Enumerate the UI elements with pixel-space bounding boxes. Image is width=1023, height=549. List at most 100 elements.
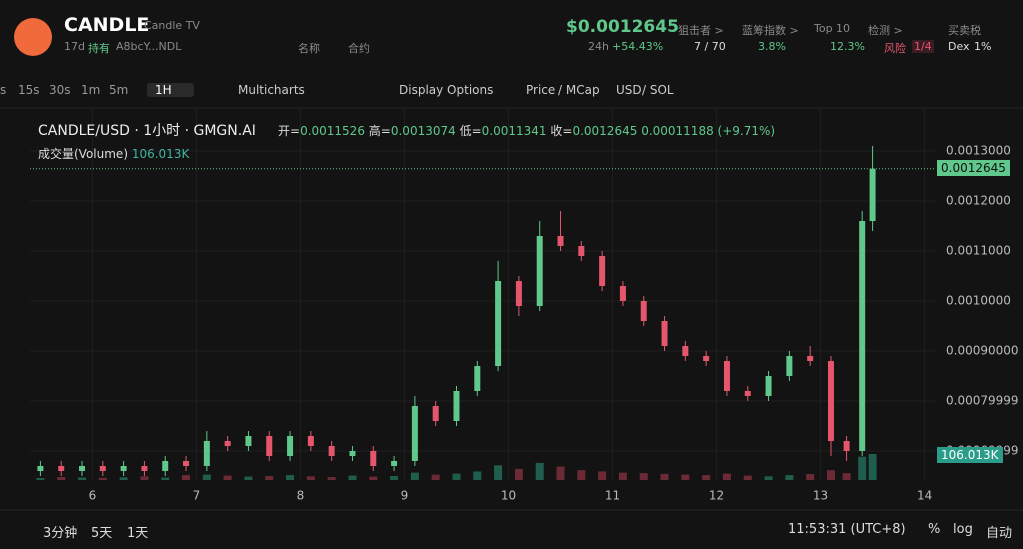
candle-body — [827, 361, 834, 441]
stat-value: 12.3% — [830, 40, 865, 53]
low: 0.0011341 — [481, 124, 547, 138]
volume-bar — [598, 471, 607, 480]
interval[interactable]: 1m — [81, 83, 101, 97]
search-contract[interactable]: 合约 — [348, 42, 370, 55]
volume-bar — [119, 477, 128, 480]
stat-label[interactable]: Top 10 — [814, 22, 851, 35]
candle-body — [79, 466, 86, 471]
last-price-label: 0.0012645 — [937, 159, 1010, 176]
y-tick-label: 0.0011000 — [946, 244, 1011, 258]
volume-bar — [223, 475, 232, 480]
volume-bar — [618, 472, 627, 480]
last-volume-label: 106.013K — [937, 447, 1003, 463]
volume-bar — [202, 474, 211, 480]
stat-label[interactable]: 买卖税 — [948, 24, 981, 37]
volume-name: 成交量(Volume) — [38, 147, 128, 161]
y-tick-label: 0.00079999 — [946, 394, 1019, 408]
volume-bar — [286, 475, 295, 480]
candle-body — [619, 286, 626, 301]
x-tick-label: 6 — [89, 489, 97, 503]
candle-body — [287, 436, 294, 456]
chart-title: CANDLE/USD · 1小时 · GMGN.AI — [38, 123, 256, 139]
candle-body — [99, 466, 106, 471]
candle-body — [474, 366, 481, 391]
hold[interactable]: 持有 — [88, 42, 110, 55]
close: 0.0012645 — [572, 124, 638, 138]
candle-body — [703, 356, 710, 361]
stat-extra: 1% — [974, 40, 992, 53]
interval[interactable]: 30s — [49, 83, 71, 97]
x-tick-label: 7 — [193, 489, 201, 503]
volume-bar — [639, 473, 648, 480]
candle-body — [744, 391, 751, 396]
volume-bar — [161, 477, 170, 480]
volume-bar — [858, 456, 867, 480]
volume-bar — [743, 475, 752, 480]
change-pct: (+9.71%) — [717, 124, 776, 138]
high: 0.0013074 — [390, 124, 456, 138]
volume-bar — [431, 474, 440, 480]
volume-bar — [842, 473, 851, 480]
x-tick-label: 11 — [605, 489, 620, 503]
interval[interactable]: 5m — [109, 83, 129, 97]
display-options[interactable]: Display Options — [399, 83, 494, 97]
volume-bar — [36, 478, 45, 480]
volume-bar — [348, 475, 357, 480]
token-name: CANDLE — [64, 14, 150, 36]
clock: 11:53:31 (UTC+8) — [788, 522, 906, 537]
candle-body — [640, 301, 647, 321]
price-toggle[interactable]: Price — [526, 83, 556, 97]
y-tick-label: 0.0012000 — [946, 194, 1011, 208]
interval[interactable]: s — [0, 83, 7, 97]
range[interactable]: 5天 — [91, 526, 113, 541]
mcap-toggle[interactable]: / MCap — [558, 83, 600, 97]
volume-bar — [660, 473, 669, 480]
volume-bar — [182, 475, 191, 480]
x-tick-label: 13 — [813, 489, 828, 503]
log-toggle[interactable]: log — [953, 522, 973, 537]
candle-body — [723, 361, 730, 391]
close-label: 收= — [550, 124, 573, 138]
change: 0.00011188 — [641, 124, 714, 138]
candle-body — [859, 221, 866, 451]
candle-body — [120, 466, 127, 471]
stat-label[interactable]: 狙击者 > — [678, 24, 724, 37]
auto-toggle[interactable]: 自动 — [986, 526, 1013, 541]
volume-bar — [514, 468, 523, 480]
volume-bar — [722, 473, 731, 480]
search-name[interactable]: 名称 — [298, 42, 320, 55]
interval[interactable]: 1H — [147, 83, 194, 97]
volume-bar — [764, 476, 773, 480]
volume-bar — [681, 474, 690, 480]
candle-body — [391, 461, 398, 466]
candle-body — [370, 451, 377, 466]
usd-toggle[interactable]: USD — [616, 83, 642, 97]
change: +54.43% — [612, 40, 664, 53]
volume-value: 106.013K — [131, 147, 190, 161]
range[interactable]: 3分钟 — [43, 526, 78, 541]
x-tick-label: 8 — [297, 489, 305, 503]
address[interactable]: A8bcY...NDL — [116, 40, 182, 53]
period: 24h — [588, 40, 609, 53]
candle-body — [453, 391, 460, 421]
candle-body — [245, 436, 252, 446]
candle-body — [578, 246, 585, 256]
range[interactable]: 1天 — [127, 526, 149, 541]
stat-label[interactable]: 检测 > — [868, 24, 903, 37]
volume-bar — [473, 471, 482, 480]
volume-bar — [494, 465, 503, 480]
percent-toggle[interactable]: % — [928, 522, 941, 537]
candle-body — [141, 466, 148, 471]
stat-value: 风险 — [884, 42, 906, 55]
interval[interactable]: 15s — [18, 83, 40, 97]
candle-body — [328, 446, 335, 456]
sol-toggle[interactable]: / SOL — [642, 83, 674, 97]
multicharts[interactable]: Multicharts — [238, 83, 305, 97]
y-tick-label: 0.0010000 — [946, 294, 1011, 308]
volume-legend: 成交量(Volume) 106.013K — [38, 145, 189, 162]
x-tick-label: 12 — [709, 489, 724, 503]
volume-bar — [369, 476, 378, 480]
stat-label[interactable]: 蓝筹指数 > — [742, 24, 799, 37]
volume-bar — [390, 476, 399, 480]
candle-body — [224, 441, 231, 446]
